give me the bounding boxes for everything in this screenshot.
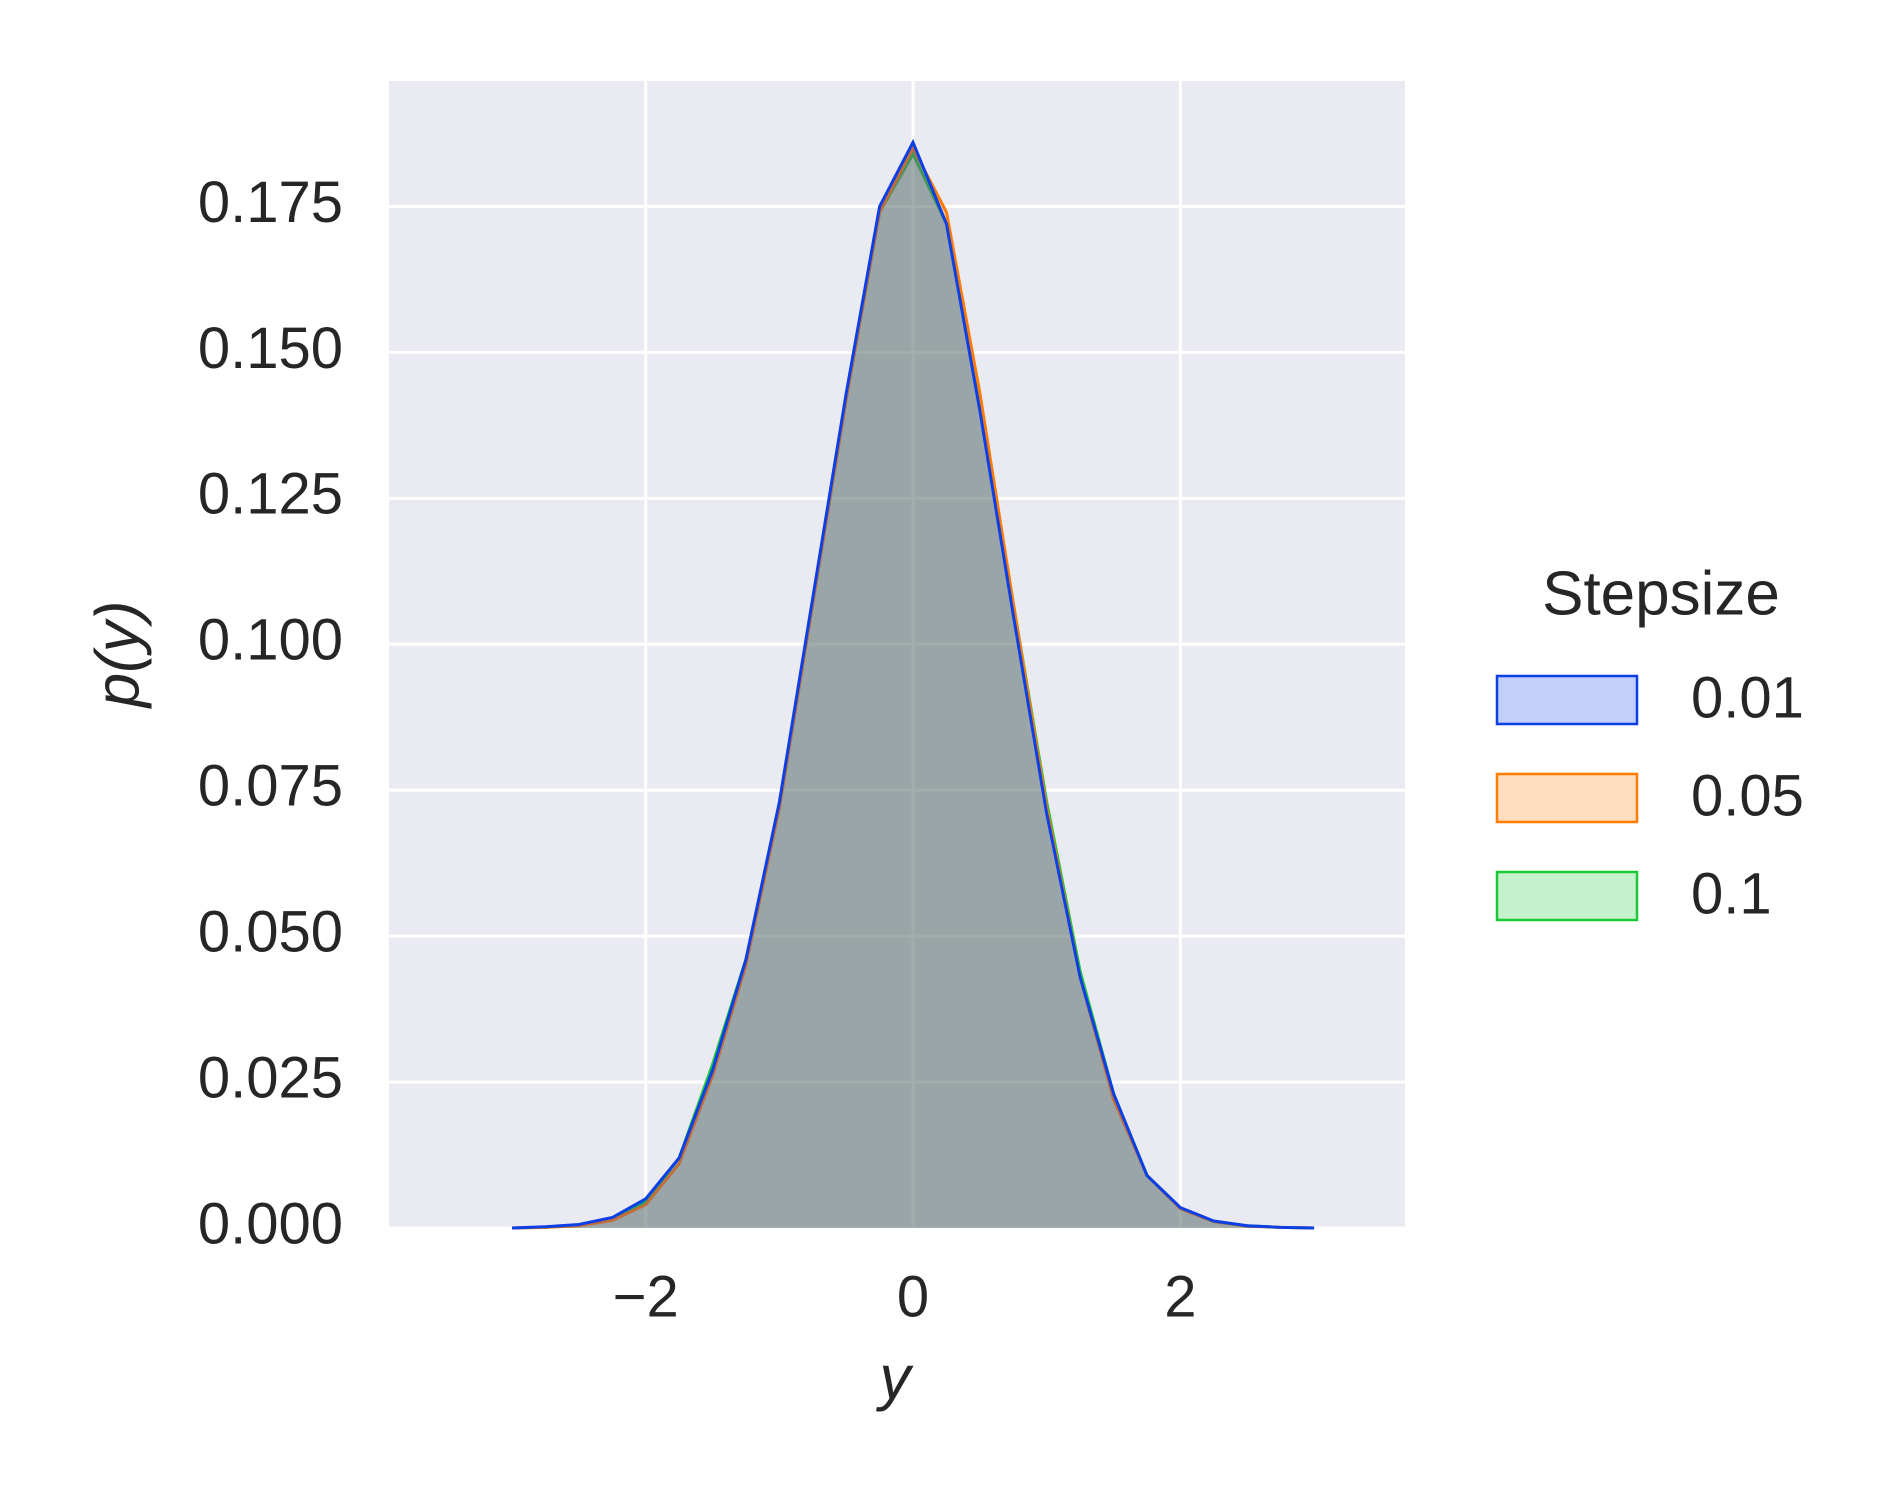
- y-tick-label: 0.150: [198, 316, 343, 381]
- y-axis-label: p(y): [83, 601, 152, 710]
- plot-background: [389, 81, 1405, 1228]
- x-axis-label: y: [876, 1343, 915, 1412]
- x-tick-label: 0: [897, 1264, 929, 1329]
- x-tick-label: −2: [613, 1264, 679, 1329]
- y-tick-label: 0.100: [198, 608, 343, 673]
- marks: [511, 138, 1315, 1230]
- legend-label: 0.1: [1691, 861, 1772, 926]
- legend-swatch: [1495, 772, 1639, 824]
- legend-label: 0.01: [1691, 665, 1804, 730]
- density-line: [511, 138, 1315, 1230]
- legend-title: Stepsize: [1542, 559, 1780, 628]
- legend-label: 0.05: [1691, 763, 1804, 828]
- density-area: [512, 148, 1315, 1229]
- density-area: [512, 142, 1315, 1228]
- y-tick-label: 0.000: [198, 1191, 343, 1256]
- y-tick-label: 0.075: [198, 754, 343, 819]
- legend-swatch: [1495, 674, 1639, 726]
- y-tick-label: 0.050: [198, 899, 343, 964]
- y-tick-label: 0.025: [198, 1045, 343, 1110]
- y-tick-label: 0.175: [198, 170, 343, 235]
- grid: [389, 81, 1405, 1230]
- density-area: [512, 154, 1315, 1228]
- legend-swatch: [1495, 870, 1639, 922]
- y-tick-label: 0.125: [198, 462, 343, 527]
- x-tick-label: 2: [1164, 1264, 1196, 1329]
